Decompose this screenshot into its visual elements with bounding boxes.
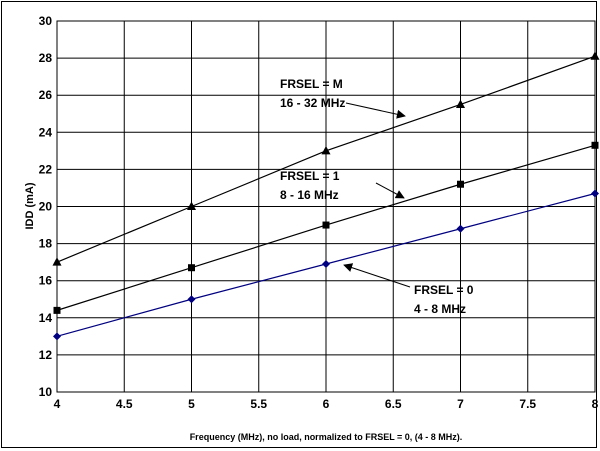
- data-point: [591, 141, 599, 149]
- y-tick-label: 22: [39, 162, 53, 176]
- annotation-frsel-1: FRSEL = 1 8 - 16 MHz: [280, 169, 405, 202]
- annotation-frsel-m-arrow: [345, 102, 406, 119]
- data-point: [52, 257, 62, 266]
- y-tick-label: 20: [39, 200, 53, 214]
- data-point: [53, 332, 61, 341]
- grid: [56, 20, 596, 393]
- data-point: [187, 201, 196, 210]
- y-tick-label: 10: [39, 385, 53, 399]
- annotation-frsel-0-name: FRSEL = 0: [414, 283, 474, 297]
- data-point: [456, 224, 465, 233]
- annotation-frsel-m-range: 16 - 32 MHz: [280, 96, 345, 110]
- y-tick-label: 12: [39, 348, 53, 362]
- y-tick-label: 16: [39, 274, 53, 288]
- x-tick-label: 7: [457, 397, 464, 411]
- annotation-frsel-0-range: 4 - 8 MHz: [414, 302, 466, 316]
- y-axis-title: IDD (mA): [24, 182, 36, 229]
- annotation-frsel-0: FRSEL = 0 4 - 8 MHz: [343, 263, 474, 316]
- data-point: [591, 189, 599, 198]
- x-tick-label: 6: [323, 397, 330, 411]
- y-tick-label: 30: [39, 14, 53, 28]
- data-point: [187, 295, 196, 304]
- data-point: [53, 306, 61, 314]
- annotation-frsel-m-name: FRSEL = M: [280, 77, 343, 91]
- data-point: [322, 221, 330, 229]
- annotation-frsel-m: FRSEL = M 16 - 32 MHz: [280, 77, 406, 119]
- series-layer: [52, 51, 600, 341]
- x-tick-label: 6.5: [385, 397, 402, 411]
- x-tick-label: 5.5: [250, 397, 267, 411]
- data-point: [457, 180, 464, 188]
- y-tick-label: 26: [39, 88, 53, 102]
- y-tick-label: 28: [39, 51, 53, 65]
- y-tick-label: 14: [39, 311, 53, 325]
- x-tick-label: 5: [188, 397, 195, 411]
- data-point: [590, 51, 600, 60]
- data-point: [188, 264, 195, 272]
- y-tick-label: 18: [39, 237, 53, 251]
- x-tick-label: 4.5: [116, 397, 133, 411]
- y-tick-label: 24: [39, 125, 53, 139]
- plot-border: [56, 20, 596, 393]
- annotation-frsel-1-name: FRSEL = 1: [280, 169, 340, 183]
- data-point: [456, 99, 465, 108]
- x-tick-label: 7.5: [519, 397, 536, 411]
- annotation-frsel-1-range: 8 - 16 MHz: [280, 188, 339, 202]
- x-tick-label: 4: [54, 397, 61, 411]
- x-tick-label: 8: [592, 397, 599, 411]
- x-axis-title: Frequency (MHz), no load, normalized to …: [190, 432, 463, 442]
- data-point: [322, 260, 330, 269]
- annotation-frsel-0-arrow: [343, 263, 411, 288]
- annotation-frsel-1-arrow: [375, 182, 405, 199]
- data-point: [321, 145, 331, 155]
- tick-labels: 4 4.5 5 5.5 6 6.5 7 7.5 8 10 12 14 16 18 20 22 24 26 28 30: [39, 14, 599, 411]
